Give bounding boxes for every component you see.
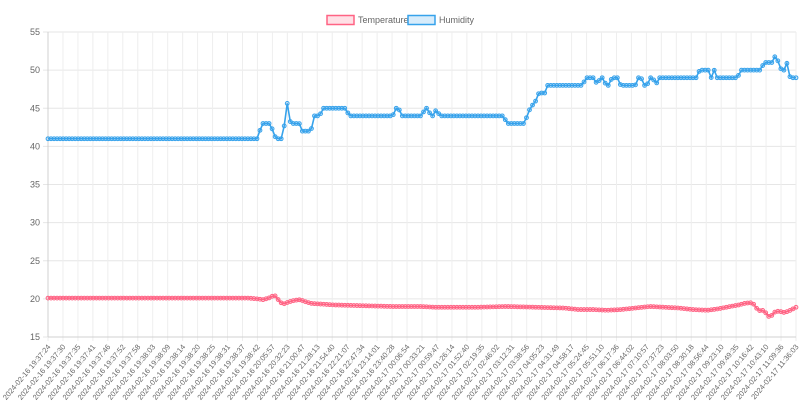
data-point-humidity[interactable] xyxy=(639,76,644,82)
data-point-temperature[interactable] xyxy=(763,310,769,316)
y-tick-label: 45 xyxy=(30,103,40,113)
data-point-humidity[interactable] xyxy=(278,136,284,142)
legend: Temperature Humidity xyxy=(326,14,475,26)
data-point-humidity[interactable] xyxy=(524,115,529,121)
data-point-humidity[interactable] xyxy=(306,128,311,134)
data-point-humidity[interactable] xyxy=(599,75,605,81)
data-point-humidity[interactable] xyxy=(781,67,787,73)
legend-item-temperature[interactable]: Temperature xyxy=(326,14,409,26)
y-tick-label: 55 xyxy=(30,27,40,37)
data-point-humidity[interactable] xyxy=(581,79,587,85)
data-point-humidity[interactable] xyxy=(605,82,611,88)
series-temperature xyxy=(45,293,799,319)
data-point-humidity[interactable] xyxy=(281,123,287,129)
data-point-humidity[interactable] xyxy=(433,108,439,114)
data-point-temperature[interactable] xyxy=(272,293,278,299)
data-point-temperature[interactable] xyxy=(793,304,799,310)
data-point-humidity[interactable] xyxy=(614,75,620,81)
data-point-temperature[interactable] xyxy=(751,301,756,307)
data-point-humidity[interactable] xyxy=(530,102,535,108)
data-point-humidity[interactable] xyxy=(542,90,548,96)
legend-swatch-humidity xyxy=(407,14,436,26)
y-tick-label: 25 xyxy=(30,256,40,266)
data-point-humidity[interactable] xyxy=(651,77,657,83)
data-point-humidity[interactable] xyxy=(527,107,532,113)
data-point-humidity[interactable] xyxy=(760,63,766,68)
data-point-temperature[interactable] xyxy=(754,305,760,311)
data-point-humidity[interactable] xyxy=(769,60,775,65)
data-point-humidity[interactable] xyxy=(590,75,596,81)
data-point-humidity[interactable] xyxy=(418,113,423,119)
data-point-humidity[interactable] xyxy=(645,81,651,87)
data-point-humidity[interactable] xyxy=(733,75,738,81)
data-point-humidity[interactable] xyxy=(775,58,781,64)
data-point-humidity[interactable] xyxy=(633,82,638,88)
legend-swatch-temperature xyxy=(326,14,355,26)
data-point-humidity[interactable] xyxy=(284,101,290,106)
series-humidity xyxy=(45,54,799,142)
data-point-humidity[interactable] xyxy=(296,121,302,127)
data-point-humidity[interactable] xyxy=(757,67,763,73)
data-point-humidity[interactable] xyxy=(693,75,699,81)
legend-label-humidity: Humidity xyxy=(439,15,475,25)
data-point-humidity[interactable] xyxy=(254,136,260,142)
data-point-temperature[interactable] xyxy=(275,297,281,302)
data-point-humidity[interactable] xyxy=(784,60,790,66)
data-point-humidity[interactable] xyxy=(396,107,402,113)
data-point-humidity[interactable] xyxy=(654,80,660,86)
y-tick-label: 20 xyxy=(30,294,40,304)
y-tick-label: 40 xyxy=(30,141,40,151)
data-point-humidity[interactable] xyxy=(427,110,432,116)
legend-label-temperature: Temperature xyxy=(358,15,409,25)
data-point-humidity[interactable] xyxy=(342,105,348,111)
data-point-humidity[interactable] xyxy=(424,105,429,111)
data-point-humidity[interactable] xyxy=(705,67,711,73)
data-point-temperature[interactable] xyxy=(769,312,775,318)
data-point-humidity[interactable] xyxy=(521,121,526,126)
data-point-humidity[interactable] xyxy=(499,113,505,119)
data-point-humidity[interactable] xyxy=(772,54,778,60)
y-tick-label: 50 xyxy=(30,65,40,75)
data-point-humidity[interactable] xyxy=(269,126,275,132)
data-point-humidity[interactable] xyxy=(318,111,323,117)
data-point-humidity[interactable] xyxy=(430,113,436,119)
grid xyxy=(43,31,797,341)
data-point-humidity[interactable] xyxy=(578,82,584,88)
y-axis: 15 20 25 30 35 40 45 50 55 xyxy=(30,27,49,342)
data-point-humidity[interactable] xyxy=(436,111,442,116)
legend-item-humidity[interactable]: Humidity xyxy=(407,14,475,26)
data-point-humidity[interactable] xyxy=(711,67,717,73)
data-point-humidity[interactable] xyxy=(648,75,654,81)
series-line-humidity xyxy=(48,55,796,140)
data-point-temperature[interactable] xyxy=(760,308,766,313)
data-point-humidity[interactable] xyxy=(266,121,272,126)
y-tick-label: 15 xyxy=(30,332,40,342)
data-point-humidity[interactable] xyxy=(708,75,714,80)
data-point-humidity[interactable] xyxy=(421,109,426,115)
data-point-humidity[interactable] xyxy=(257,127,263,133)
data-point-humidity[interactable] xyxy=(309,126,314,131)
y-tick-label: 35 xyxy=(30,180,40,190)
data-point-humidity[interactable] xyxy=(533,98,538,104)
data-point-humidity[interactable] xyxy=(390,112,396,118)
data-point-humidity[interactable] xyxy=(596,78,602,83)
series-layer xyxy=(45,54,799,319)
data-point-humidity[interactable] xyxy=(345,110,351,116)
data-point-humidity[interactable] xyxy=(736,73,741,78)
data-point-humidity[interactable] xyxy=(502,117,508,123)
data-point-humidity[interactable] xyxy=(602,80,608,86)
data-point-humidity[interactable] xyxy=(793,75,799,81)
y-tick-label: 30 xyxy=(30,218,40,228)
